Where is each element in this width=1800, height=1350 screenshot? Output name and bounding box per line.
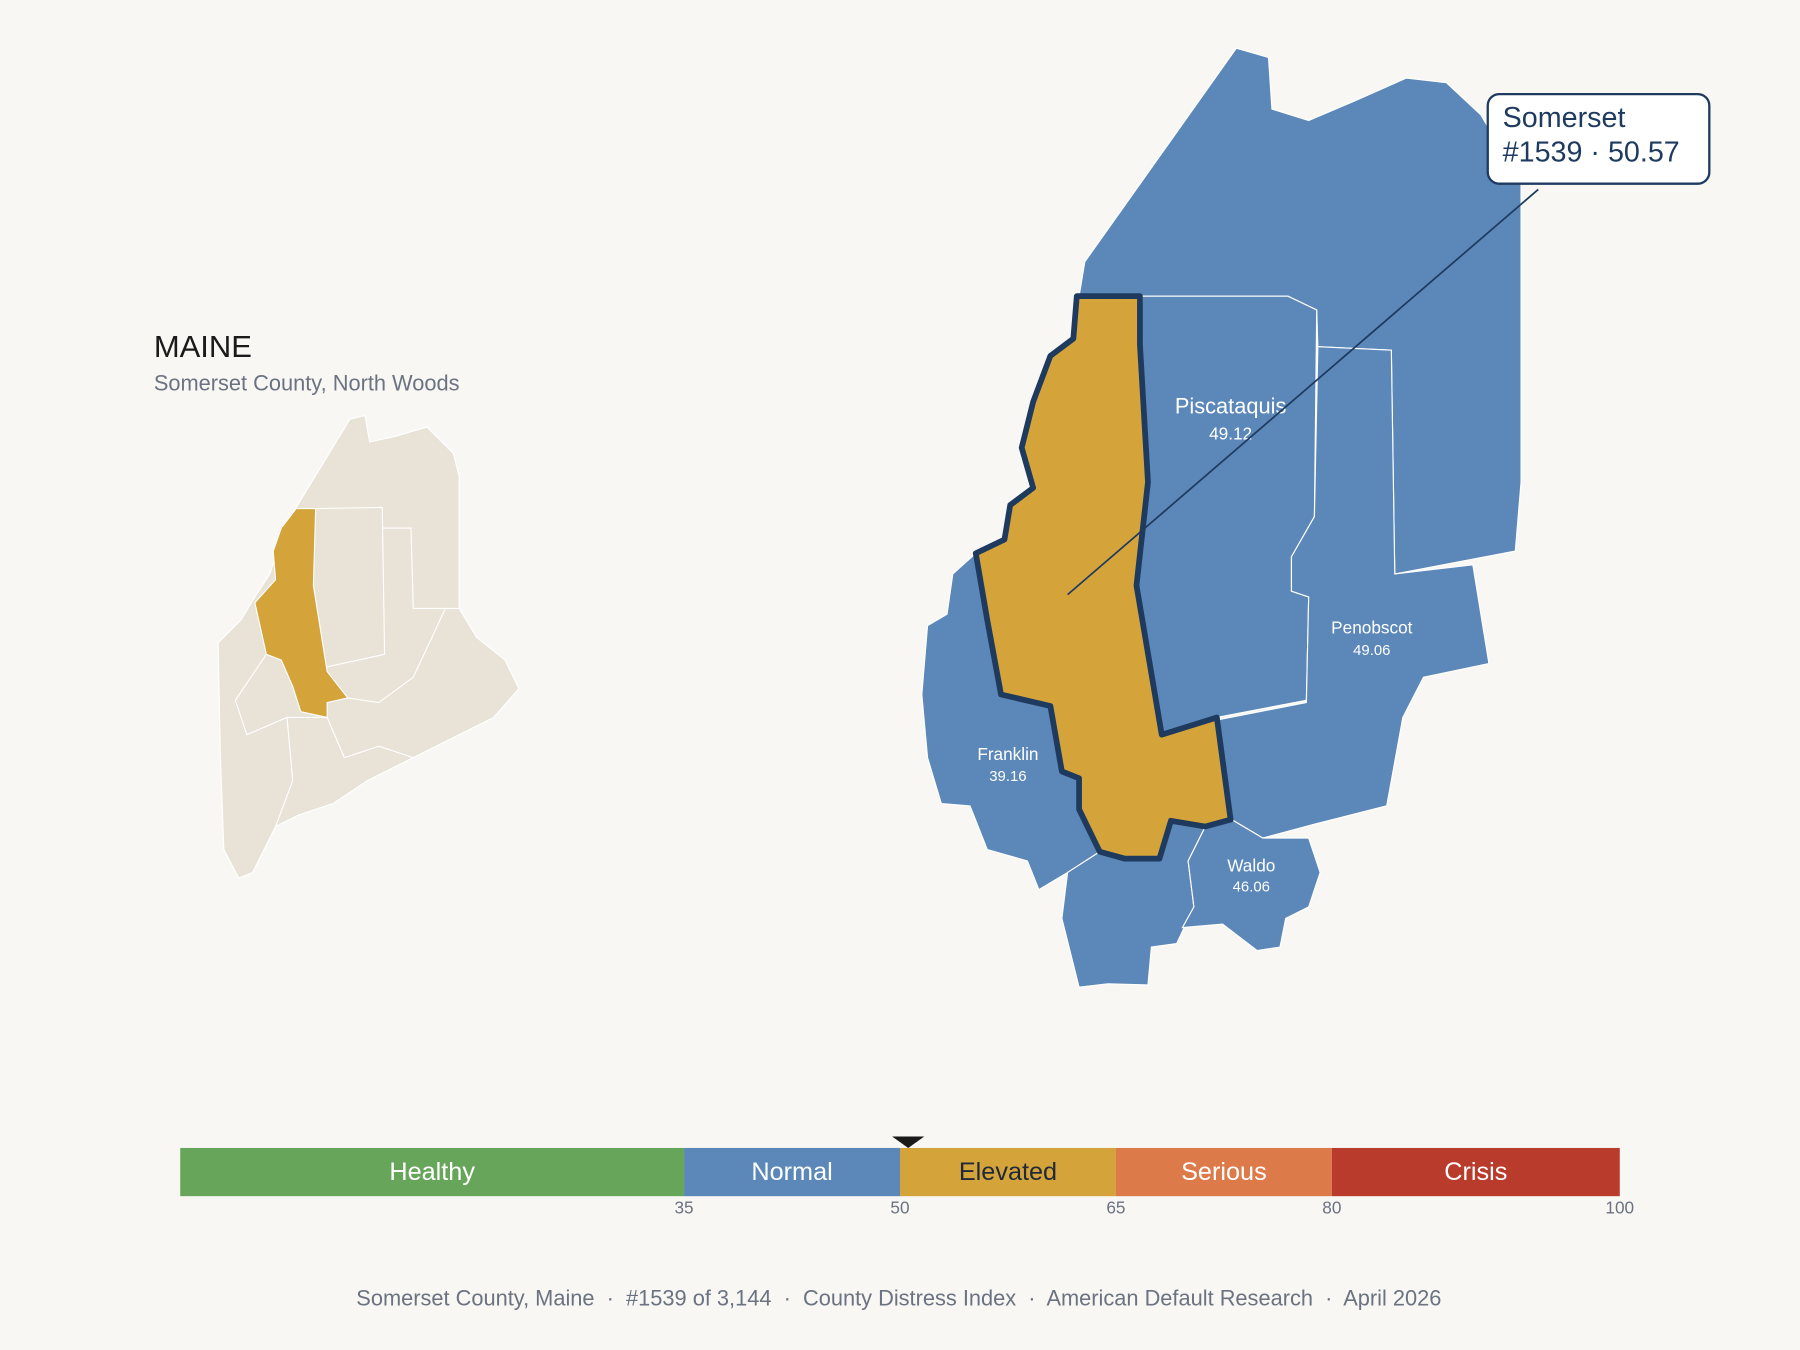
score-marker xyxy=(892,1136,925,1148)
inset-border xyxy=(234,654,328,736)
callout-name: Somerset xyxy=(1503,102,1626,134)
band-label: Elevated xyxy=(959,1158,1057,1186)
tick-label: 50 xyxy=(890,1197,909,1217)
tick-label: 35 xyxy=(674,1197,693,1217)
band-label: Normal xyxy=(751,1158,832,1186)
inset-border xyxy=(315,506,386,669)
state-title: MAINE xyxy=(154,329,252,364)
callout-detail: #1539 · 50.57 xyxy=(1503,136,1680,168)
callout-leader xyxy=(1067,188,1539,596)
county-penobscot xyxy=(1211,346,1490,839)
county-name: Franklin xyxy=(977,744,1038,764)
county-piscataquis xyxy=(1135,295,1318,736)
tick-label: 80 xyxy=(1322,1197,1341,1217)
state-subtitle: Somerset County, North Woods xyxy=(154,370,460,395)
county-score: 46.06 xyxy=(1233,878,1270,895)
county-score: 49.06 xyxy=(1353,642,1390,659)
county-score: 39.16 xyxy=(989,768,1026,785)
footer: Somerset County, Maine · #1539 of 3,144 … xyxy=(356,1285,1441,1310)
tick-label: 65 xyxy=(1106,1197,1125,1217)
county-name: Piscataquis xyxy=(1175,393,1287,418)
tick-label: 100 xyxy=(1605,1197,1634,1217)
inset-border xyxy=(326,717,414,759)
scale-band xyxy=(1115,1147,1332,1197)
band-label: Healthy xyxy=(389,1158,475,1186)
county-somerset xyxy=(972,293,1234,862)
scale-band xyxy=(900,1147,1116,1197)
scale-band xyxy=(180,1147,685,1197)
county-score: 49.12 xyxy=(1209,424,1252,444)
band-label: Serious xyxy=(1181,1158,1267,1186)
inset-somerset xyxy=(254,507,349,719)
callout-box xyxy=(1486,92,1711,185)
scale-band xyxy=(684,1147,900,1197)
county-name: Penobscot xyxy=(1331,618,1413,638)
county-name: Waldo xyxy=(1227,855,1275,875)
band-label: Crisis xyxy=(1444,1158,1507,1186)
county-waldo xyxy=(1181,819,1321,952)
distress-scale: Healthy Normal Elevated Serious Crisis 35 50 65… xyxy=(180,1136,1634,1217)
inset-state xyxy=(217,414,520,879)
inset-border xyxy=(382,527,460,609)
inset-border xyxy=(347,608,446,704)
inset-border xyxy=(274,717,294,827)
scale-band xyxy=(1331,1147,1620,1197)
